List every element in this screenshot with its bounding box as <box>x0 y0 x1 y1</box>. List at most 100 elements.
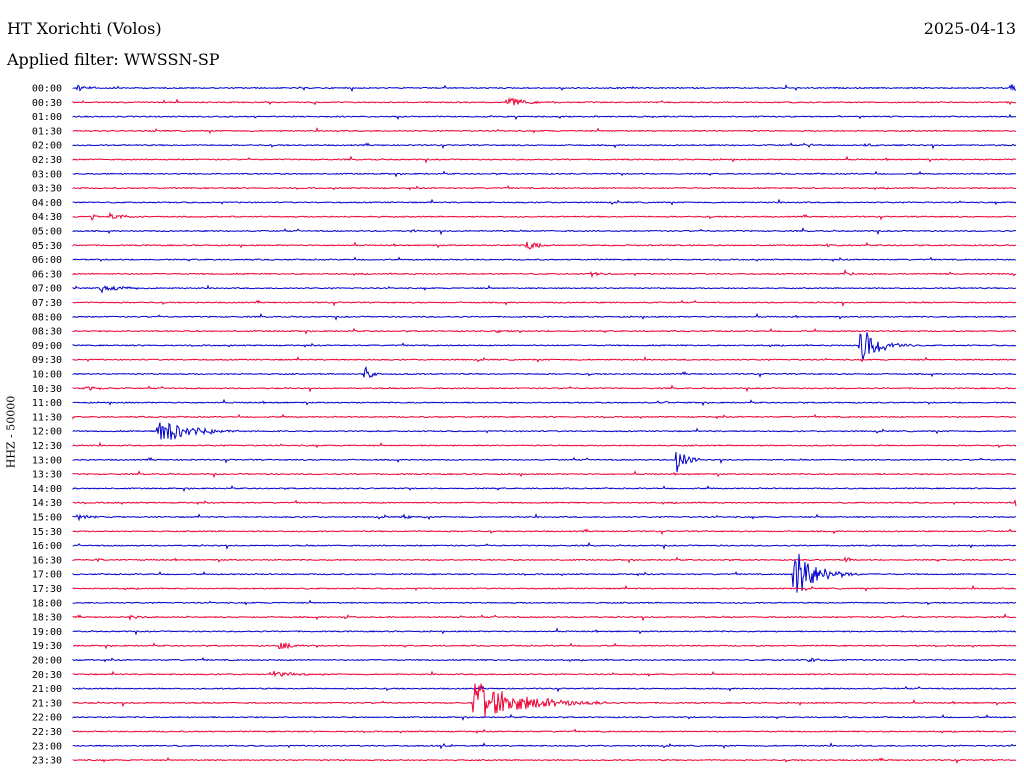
trace-line <box>72 613 1017 622</box>
trace-line <box>72 553 1017 593</box>
time-label: 19:30 <box>32 641 62 652</box>
trace-line <box>72 451 1017 473</box>
trace-line <box>72 685 1017 693</box>
time-label: 18:00 <box>32 598 62 609</box>
time-label: 04:00 <box>32 198 62 209</box>
time-label: 15:00 <box>32 513 62 524</box>
time-label: 23:30 <box>32 756 62 767</box>
trace-line <box>72 541 1017 550</box>
time-label: 10:30 <box>32 384 62 395</box>
time-label: 00:30 <box>32 98 62 109</box>
time-label: 02:30 <box>32 155 62 166</box>
trace-line <box>72 299 1017 307</box>
time-label: 19:00 <box>32 627 62 638</box>
time-label: 18:30 <box>32 613 62 624</box>
trace-line <box>72 513 1017 522</box>
time-label: 11:00 <box>32 398 62 409</box>
trace-line <box>72 365 1017 379</box>
trace-line <box>72 268 1017 279</box>
time-label: 15:30 <box>32 527 62 538</box>
time-label: 06:30 <box>32 269 62 280</box>
trace-line <box>72 96 1017 106</box>
trace-line <box>72 227 1017 236</box>
trace-line <box>72 742 1017 750</box>
trace-line <box>72 284 1017 294</box>
trace-line <box>72 584 1017 592</box>
trace-line <box>72 185 1017 191</box>
trace-line <box>72 413 1017 420</box>
time-labels: 00:00 00:30 01:00 01:30 02:00 02:30 03:00 03:30… <box>32 84 62 767</box>
trace-line <box>72 656 1017 663</box>
time-label: 16:00 <box>32 541 62 552</box>
time-label: 03:30 <box>32 184 62 195</box>
trace-line <box>72 170 1017 178</box>
trace-line <box>72 384 1017 393</box>
trace-line <box>72 198 1017 206</box>
trace-line <box>72 155 1017 164</box>
time-label: 23:00 <box>32 741 62 752</box>
trace-line <box>72 713 1017 721</box>
trace-line <box>72 485 1017 493</box>
time-label: 21:00 <box>32 684 62 695</box>
time-label: 06:00 <box>32 255 62 266</box>
trace-line <box>72 422 1017 441</box>
time-label: 03:00 <box>32 169 62 180</box>
trace-line <box>72 441 1017 449</box>
trace-line <box>72 312 1017 321</box>
time-label: 09:30 <box>32 355 62 366</box>
time-label: 07:30 <box>32 298 62 309</box>
trace-line <box>72 528 1017 536</box>
time-label: 14:30 <box>32 498 62 509</box>
trace-line <box>72 256 1017 262</box>
time-label: 13:00 <box>32 455 62 466</box>
trace-line <box>72 728 1017 734</box>
trace-line <box>72 398 1017 407</box>
time-label: 07:00 <box>32 284 62 295</box>
date-label: 2025-04-13 <box>923 19 1016 38</box>
time-label: 17:30 <box>32 584 62 595</box>
time-label: 11:30 <box>32 412 62 423</box>
time-label: 14:00 <box>32 484 62 495</box>
time-label: 17:00 <box>32 570 62 581</box>
time-label: 08:00 <box>32 312 62 323</box>
trace-line <box>72 327 1017 335</box>
time-label: 08:30 <box>32 327 62 338</box>
time-label: 16:30 <box>32 555 62 566</box>
time-label: 00:00 <box>32 84 62 95</box>
seismic-traces <box>72 84 1017 764</box>
trace-line <box>72 499 1017 507</box>
time-label: 01:30 <box>32 126 62 137</box>
trace-line <box>72 641 1017 650</box>
time-label: 22:00 <box>32 713 62 724</box>
trace-line <box>72 332 1017 361</box>
time-label: 09:00 <box>32 341 62 352</box>
trace-line <box>72 682 1017 717</box>
time-label: 21:30 <box>32 698 62 709</box>
time-label: 12:30 <box>32 441 62 452</box>
time-label: 10:00 <box>32 370 62 381</box>
filter-label: Applied filter: WWSSN-SP <box>7 50 220 69</box>
trace-line <box>72 211 1017 221</box>
station-title: HT Xorichti (Volos) <box>7 19 162 38</box>
time-label: 05:00 <box>32 227 62 238</box>
trace-line <box>72 599 1017 606</box>
trace-line <box>72 470 1017 479</box>
time-label: 02:00 <box>32 141 62 152</box>
trace-line <box>72 241 1017 250</box>
time-label: 13:30 <box>32 470 62 481</box>
time-label: 22:30 <box>32 727 62 738</box>
trace-line <box>72 627 1017 636</box>
time-label: 01:00 <box>32 112 62 123</box>
trace-line <box>72 756 1017 764</box>
time-label: 20:30 <box>32 670 62 681</box>
time-label: 04:30 <box>32 212 62 223</box>
time-label: 12:00 <box>32 427 62 438</box>
time-label: 05:30 <box>32 241 62 252</box>
trace-line <box>72 670 1017 678</box>
time-label: 20:00 <box>32 656 62 667</box>
trace-line <box>72 556 1017 564</box>
trace-line <box>72 113 1017 120</box>
trace-line <box>72 142 1017 150</box>
trace-line <box>72 84 1017 93</box>
